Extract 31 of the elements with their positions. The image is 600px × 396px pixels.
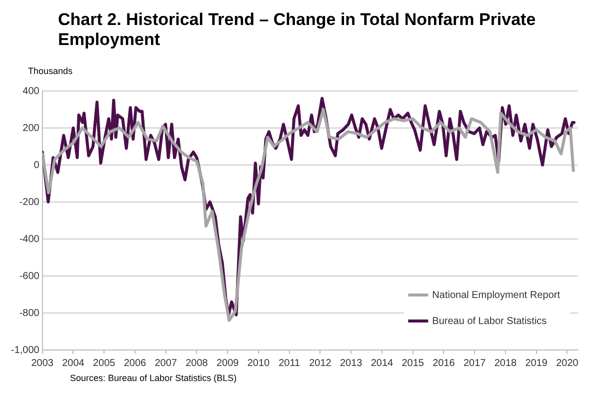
y-tick-label: -1,000 — [10, 344, 40, 356]
y-tick-label: -600 — [19, 270, 40, 282]
legend-label: Bureau of Labor Statistics — [432, 316, 547, 327]
x-tick-label: 2016 — [432, 358, 456, 369]
y-tick-label: 0 — [34, 160, 40, 171]
x-tick-label: 2014 — [370, 358, 394, 369]
y-axis-title: Thousands — [28, 66, 73, 76]
x-tick-label: 2010 — [247, 358, 270, 369]
y-tick-label: 400 — [22, 86, 40, 97]
x-tick-label: 2007 — [154, 358, 178, 369]
x-tick-label: 2003 — [31, 358, 54, 369]
legend-label: National Employment Report — [432, 290, 560, 301]
x-tick-label: 2020 — [556, 358, 579, 369]
x-tick-label: 2019 — [525, 358, 548, 369]
x-tick-label: 2017 — [463, 358, 486, 369]
x-tick-label: 2006 — [124, 358, 147, 369]
x-tick-label: 2011 — [278, 358, 301, 369]
y-tick-label: -200 — [19, 196, 40, 208]
x-tick-label: 2009 — [216, 358, 240, 369]
x-tick-label: 2012 — [309, 358, 332, 369]
chart-title: Chart 2. Historical Trend – Change in Total Nonfarm Private Employment — [58, 10, 537, 50]
y-tick-label: 200 — [22, 122, 40, 134]
x-tick-label: 2013 — [340, 358, 363, 369]
x-tick-label: 2005 — [92, 358, 116, 369]
y-tick-label: -800 — [19, 308, 40, 319]
x-tick-label: 2018 — [494, 358, 518, 369]
x-tick-label: 2008 — [186, 358, 208, 369]
x-tick-label: 2015 — [402, 358, 424, 369]
x-tick-label: 2004 — [62, 358, 85, 369]
source-note: Sources: Bureau of Labor Statistics (BLS) — [70, 373, 237, 383]
y-tick-label: -400 — [19, 234, 40, 245]
